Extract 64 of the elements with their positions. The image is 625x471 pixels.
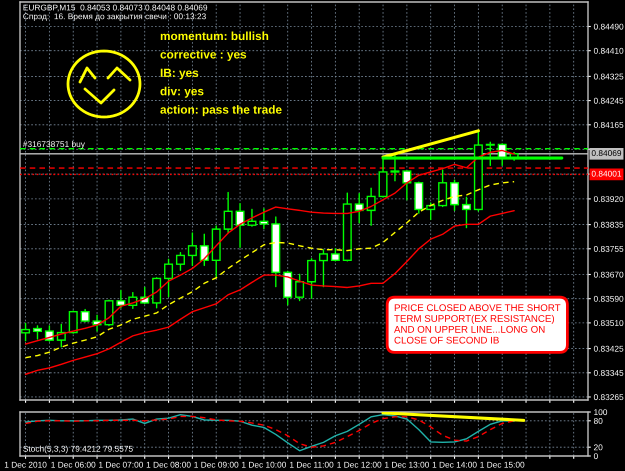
candlestick	[354, 193, 364, 224]
candlestick	[462, 196, 471, 228]
y-tick-label: 0.83670	[594, 272, 624, 278]
x-tick-label: 1 Dec 13:00	[385, 462, 430, 468]
candlestick	[176, 252, 185, 271]
ref-line-label: #316738751 buy	[22, 140, 85, 149]
y-tick-label: 0.83345	[594, 370, 624, 376]
x-tick-label: 1 Dec 07:00	[99, 462, 144, 468]
x-tick-label: 1 Dec 15:00	[480, 462, 524, 468]
y-tick-label: 0.84410	[594, 48, 624, 54]
candlestick	[259, 208, 268, 230]
y-tick-label: 0	[594, 453, 598, 460]
annotation: action: pass the trade	[160, 105, 282, 116]
annotation: corrective : yes	[160, 50, 246, 61]
x-tick-label: 1 Dec 14:00	[432, 462, 477, 468]
x-tick-label: 1 Dec 06:00	[51, 462, 96, 468]
candlestick	[307, 258, 316, 299]
annotation: div: yes	[160, 86, 204, 98]
y-tick-label: 0.83265	[594, 394, 624, 400]
y-tick-label: 100	[594, 409, 608, 416]
y-tick-label: 0.84165	[594, 122, 624, 128]
x-tick-label: 1 Dec 08:00	[146, 462, 191, 468]
candlestick	[224, 192, 233, 234]
y-tick-label: 0.84245	[594, 98, 624, 104]
annotation: PRICE CLOSED ABOVE THE SHORT TERM SUPPORT(EX RESISTANCE) AND ON UPPER LINE...LONG ON CLOSE OF SECOND IB	[394, 304, 560, 344]
candlestick	[80, 308, 90, 322]
candlestick	[200, 234, 209, 266]
y-tick-label: 0.83920	[594, 196, 624, 202]
annotation: IB: yes	[160, 68, 198, 80]
candlestick	[188, 232, 197, 266]
y-tick-label: 0.84490	[594, 24, 624, 30]
y-tick-label: 0.83510	[594, 320, 624, 326]
x-tick-label: 1 Dec 10:00	[242, 462, 286, 468]
y-tick-label: 0.83755	[594, 246, 624, 252]
x-tick-label: 1 Dec 2010	[4, 462, 47, 468]
candlestick	[330, 248, 340, 262]
ref-line-label: 0.84001	[592, 170, 622, 177]
y-tick-label: 0.83835	[594, 222, 624, 228]
y-tick-label: 0.83425	[594, 346, 624, 352]
candlestick	[236, 203, 245, 248]
text: Спрэд: 16. Время до закрытия свечи : 00:13:23	[23, 13, 206, 21]
candlestick	[104, 300, 114, 326]
chart-title: EURGBP,M15 0.84053 0.84073 0.84048 0.84069	[24, 4, 208, 12]
candlestick	[21, 322, 30, 342]
x-tick-label: 1 Dec 12:00	[337, 462, 382, 468]
y-tick-label: 20	[594, 444, 602, 450]
candlestick	[450, 179, 460, 212]
y-tick-label: 0.84325	[594, 74, 624, 80]
y-tick-label: 80	[594, 418, 602, 424]
candlestick	[32, 325, 42, 340]
x-tick-label: 1 Dec 11:00	[290, 462, 334, 468]
candlestick	[402, 170, 412, 200]
candlestick	[318, 249, 328, 288]
candlestick	[247, 208, 256, 227]
candlestick	[164, 258, 174, 298]
candlestick	[438, 169, 448, 208]
text: Stoch(5,3,3) 79.4212 79.5575	[23, 446, 133, 454]
annotation: momentum: bullish	[160, 32, 268, 40]
candlestick	[116, 290, 126, 308]
y-tick-label: 0.83590	[594, 296, 624, 302]
ref-line-label: 0.84069	[592, 150, 622, 156]
x-tick-label: 1 Dec 09:00	[194, 462, 238, 468]
candlestick	[295, 274, 304, 302]
candlestick	[68, 310, 78, 334]
